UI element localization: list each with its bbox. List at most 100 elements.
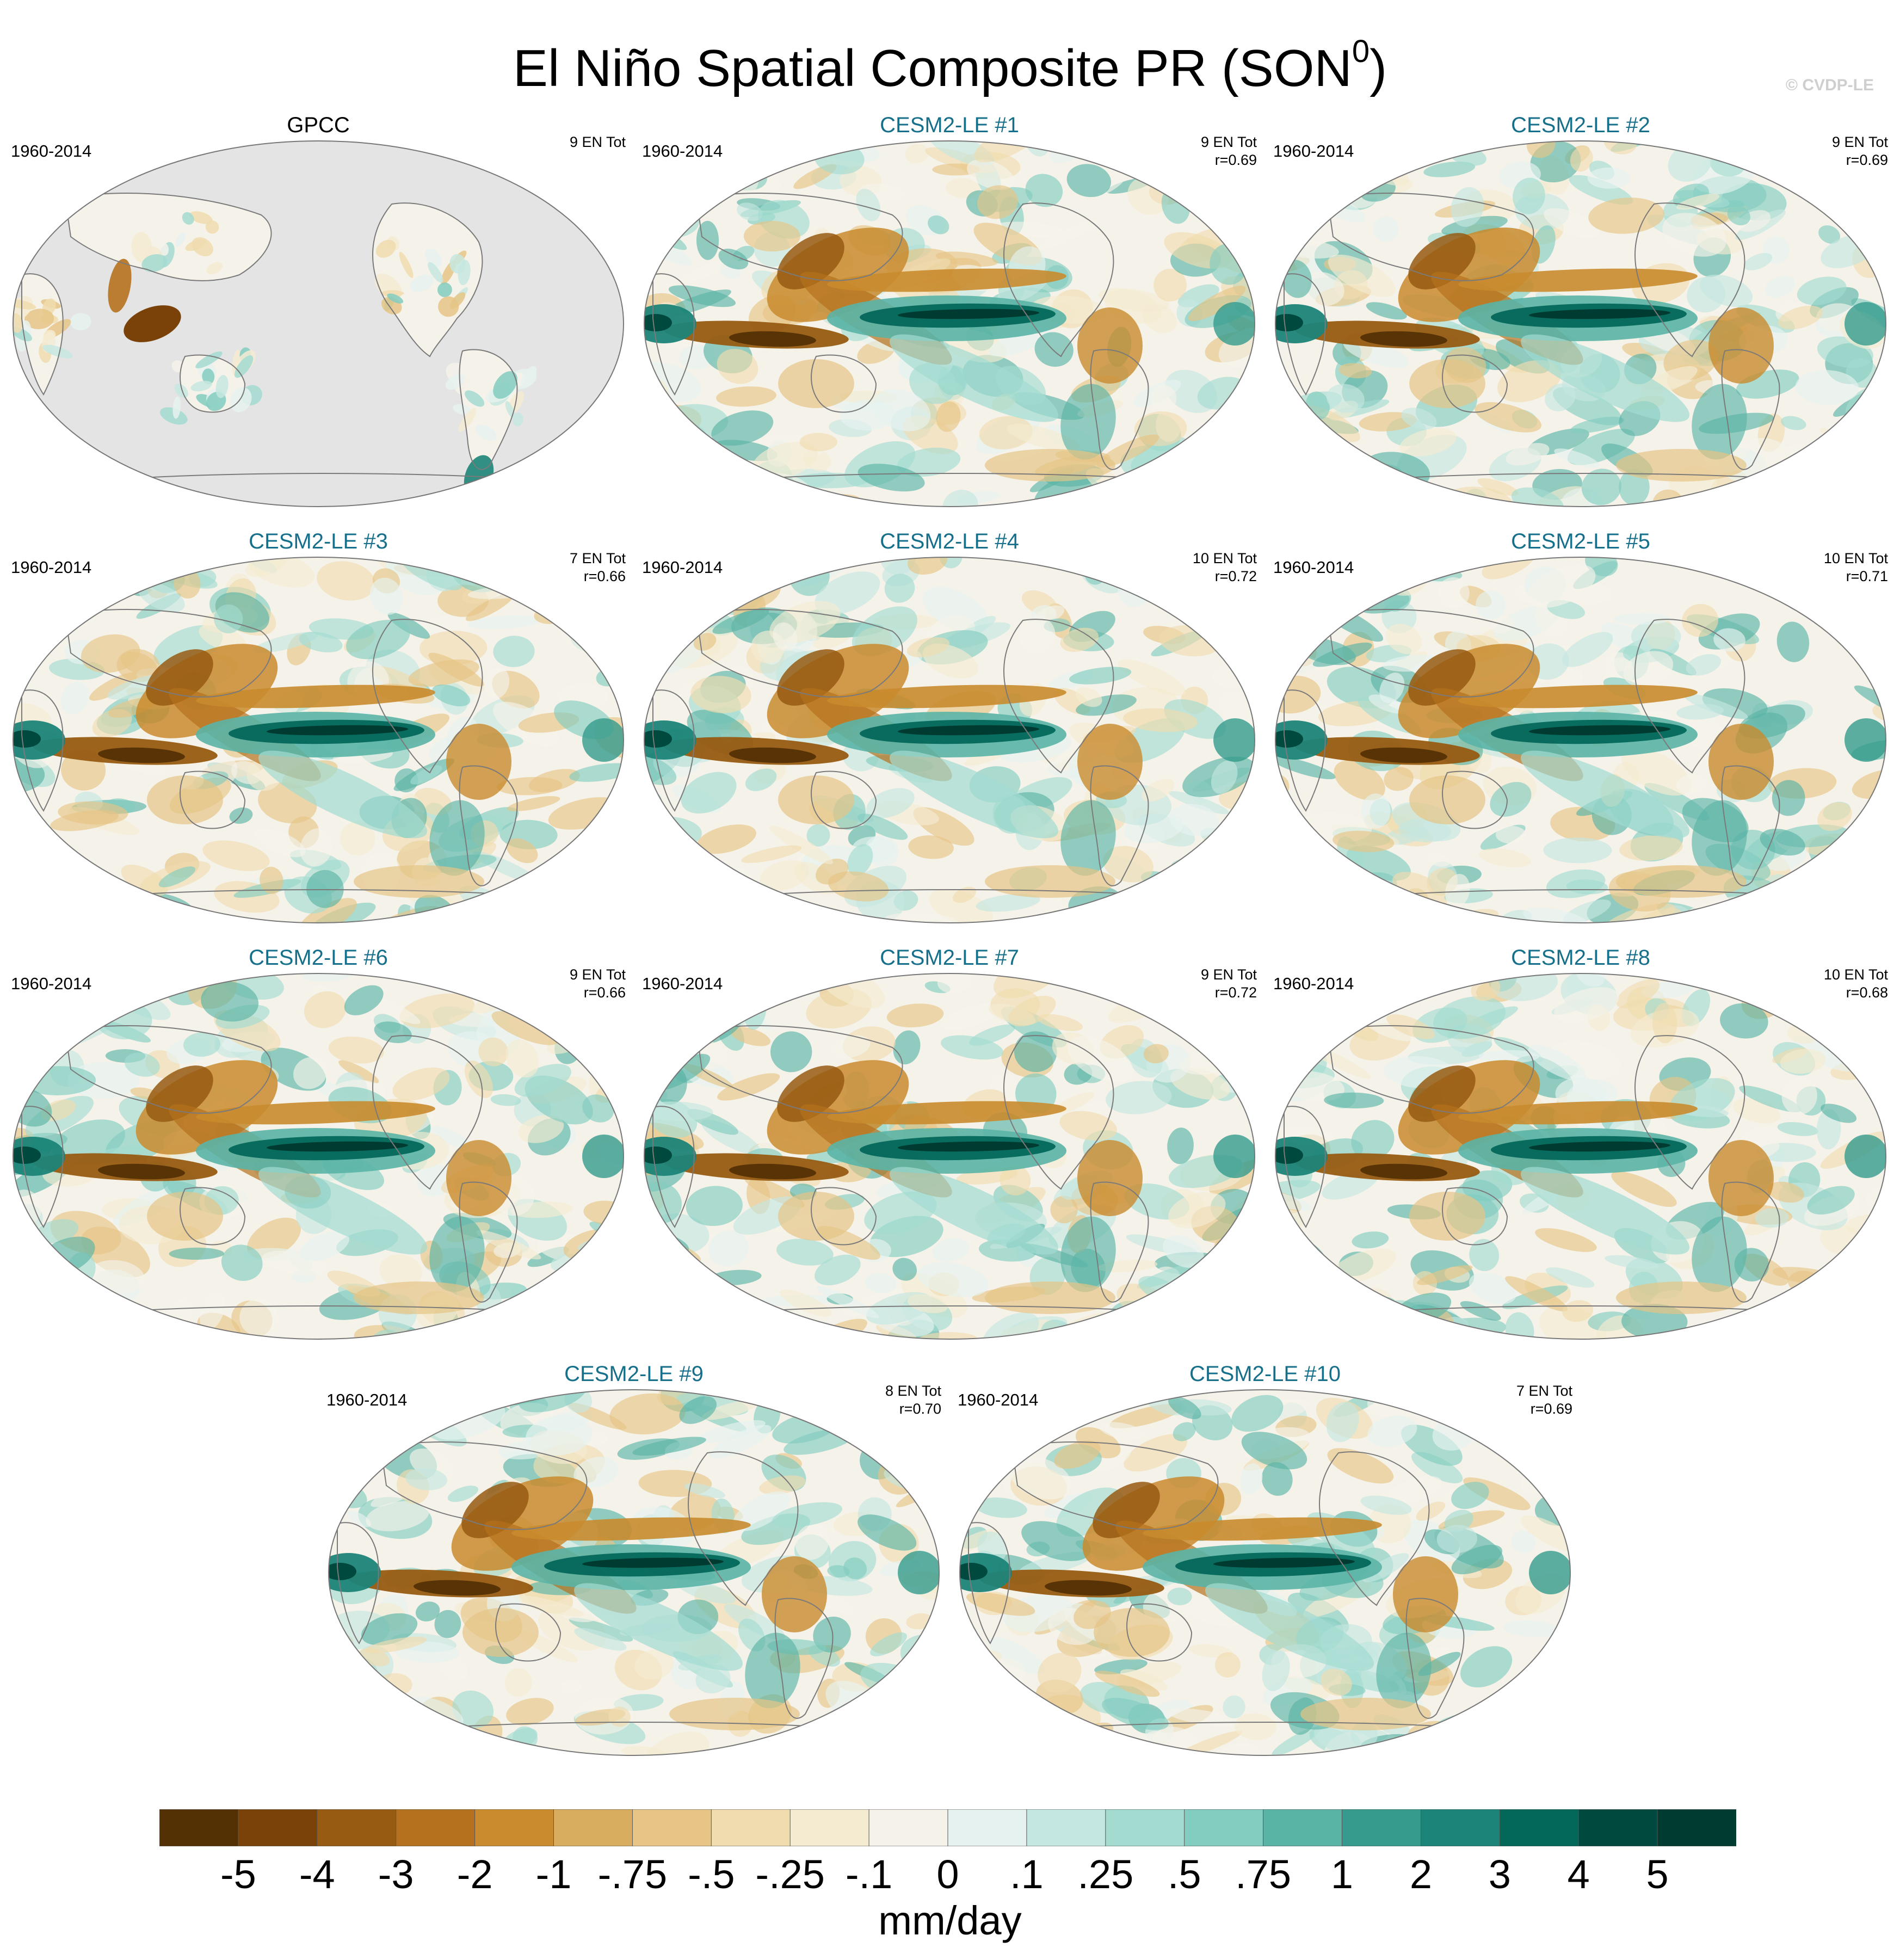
colorbar-tick-label: -2 bbox=[457, 1852, 493, 1897]
anomaly-blob bbox=[1077, 724, 1143, 800]
anomaly-blob bbox=[1451, 1544, 1503, 1575]
anomaly-blob bbox=[590, 1253, 624, 1287]
anomaly-blob bbox=[1765, 557, 1809, 583]
anomaly-blob bbox=[646, 1296, 699, 1334]
anomaly-blob bbox=[328, 1036, 384, 1064]
anomaly-blob bbox=[644, 314, 672, 331]
anomaly-blob bbox=[932, 1238, 970, 1262]
anomaly-blob bbox=[1511, 487, 1564, 507]
anomaly-blob bbox=[1207, 848, 1246, 883]
anomaly-blob bbox=[606, 640, 624, 661]
coast-australia bbox=[1126, 1603, 1193, 1662]
anomaly-blob bbox=[574, 1628, 627, 1651]
anomaly-blob bbox=[414, 1580, 501, 1596]
map-border bbox=[644, 140, 1255, 507]
pattern-correlation: r=0.66 bbox=[583, 984, 626, 1001]
anomaly-blob bbox=[741, 845, 802, 863]
anomaly-blob bbox=[799, 433, 837, 452]
anomaly-blob bbox=[1780, 1049, 1826, 1074]
anomaly-blob bbox=[1236, 201, 1255, 232]
anomaly-blob bbox=[976, 893, 1040, 912]
anomaly-blob bbox=[1327, 1448, 1394, 1484]
anomaly-blob bbox=[476, 424, 497, 441]
anomaly-blob bbox=[13, 730, 41, 748]
anomaly-blob bbox=[1859, 1012, 1886, 1052]
anomaly-blob bbox=[124, 305, 181, 342]
map-border bbox=[328, 1389, 940, 1756]
coast-eurasia bbox=[380, 1441, 588, 1530]
anomaly-blob bbox=[438, 1657, 468, 1680]
anomaly-blob bbox=[138, 582, 185, 612]
colorbar-swatch bbox=[474, 1809, 554, 1846]
anomaly-blob bbox=[1605, 1255, 1660, 1270]
anomaly-blob bbox=[917, 1262, 989, 1297]
panel-stats: 10 EN Tot r=0.72 bbox=[1193, 550, 1257, 585]
anomaly-blob bbox=[446, 1140, 511, 1216]
coast-africa bbox=[968, 1522, 1010, 1644]
anomaly-blob bbox=[1188, 286, 1246, 322]
anomaly-blob bbox=[1312, 642, 1372, 667]
anomaly-blob bbox=[1199, 907, 1255, 923]
anomaly-blob bbox=[1399, 428, 1457, 457]
anomaly-blob bbox=[762, 1556, 827, 1632]
event-count: 7 EN Tot bbox=[1516, 1383, 1572, 1399]
title-close: ) bbox=[1370, 39, 1387, 97]
anomaly-blob bbox=[293, 1057, 328, 1089]
anomaly-blob bbox=[858, 813, 908, 840]
anomaly-blob bbox=[248, 557, 315, 588]
coast-africa bbox=[337, 1522, 379, 1644]
anomaly-blob bbox=[1539, 1305, 1607, 1339]
anomaly-blob bbox=[1106, 1081, 1172, 1114]
anomaly-blob bbox=[729, 747, 816, 763]
anomaly-blob bbox=[1099, 1422, 1145, 1440]
anomaly-blob bbox=[443, 1397, 475, 1416]
colorbar-swatch bbox=[317, 1809, 397, 1846]
panel-stats: 7 EN Tot r=0.66 bbox=[570, 550, 626, 585]
map-canvas bbox=[959, 1389, 1571, 1756]
anomaly-blob bbox=[514, 1064, 571, 1097]
anomaly-blob bbox=[1530, 1704, 1570, 1746]
anomaly-blob bbox=[1416, 1729, 1449, 1754]
anomaly-blob bbox=[1720, 1003, 1768, 1039]
anomaly-blob bbox=[1211, 760, 1238, 794]
anomaly-blob bbox=[1223, 401, 1255, 420]
anomaly-blob bbox=[1521, 334, 1689, 422]
anomaly-blob bbox=[504, 1668, 532, 1697]
anomaly-blob bbox=[1760, 829, 1805, 856]
anomaly-blob bbox=[687, 471, 743, 499]
panel-period: 1960-2014 bbox=[958, 1390, 1039, 1409]
anomaly-blob bbox=[1350, 570, 1386, 600]
anomaly-blob bbox=[329, 1563, 356, 1580]
anomaly-blob bbox=[329, 1728, 374, 1755]
anomaly-blob bbox=[1708, 1140, 1774, 1216]
anomaly-blob bbox=[1025, 174, 1063, 207]
map-field bbox=[13, 141, 624, 507]
anomaly-blob bbox=[896, 1686, 939, 1699]
anomaly-blob bbox=[491, 1011, 559, 1045]
anomaly-blob bbox=[572, 1315, 624, 1333]
anomaly-blob bbox=[1050, 1195, 1078, 1224]
anomaly-blob bbox=[478, 1037, 509, 1067]
coast-africa bbox=[21, 273, 64, 396]
anomaly-blob bbox=[686, 1186, 743, 1226]
anomaly-blob bbox=[1390, 973, 1446, 985]
anomaly-blob bbox=[338, 1060, 379, 1083]
anomaly-blob bbox=[1743, 557, 1772, 571]
anomaly-blob bbox=[432, 684, 471, 707]
anomaly-blob bbox=[1360, 331, 1447, 347]
anomaly-blob bbox=[361, 1613, 418, 1645]
anomaly-blob bbox=[1333, 830, 1395, 853]
pattern-correlation: r=0.70 bbox=[899, 1401, 941, 1417]
map-panel: CESM2-LE #2 1960-2014 9 EN Tot r=0.69 bbox=[1268, 112, 1893, 509]
anomaly-blob bbox=[1314, 1723, 1362, 1754]
anomaly-blob bbox=[455, 911, 508, 923]
anomaly-blob bbox=[644, 211, 687, 250]
anomaly-blob bbox=[890, 1167, 1058, 1255]
anomaly-blob bbox=[769, 825, 834, 865]
anomaly-blob bbox=[936, 401, 961, 432]
coast-australia bbox=[180, 354, 246, 413]
anomaly-blob bbox=[1713, 628, 1745, 652]
anomaly-blob bbox=[1529, 1141, 1670, 1152]
anomaly-blob bbox=[408, 659, 479, 687]
coast-africa bbox=[1284, 1106, 1326, 1228]
